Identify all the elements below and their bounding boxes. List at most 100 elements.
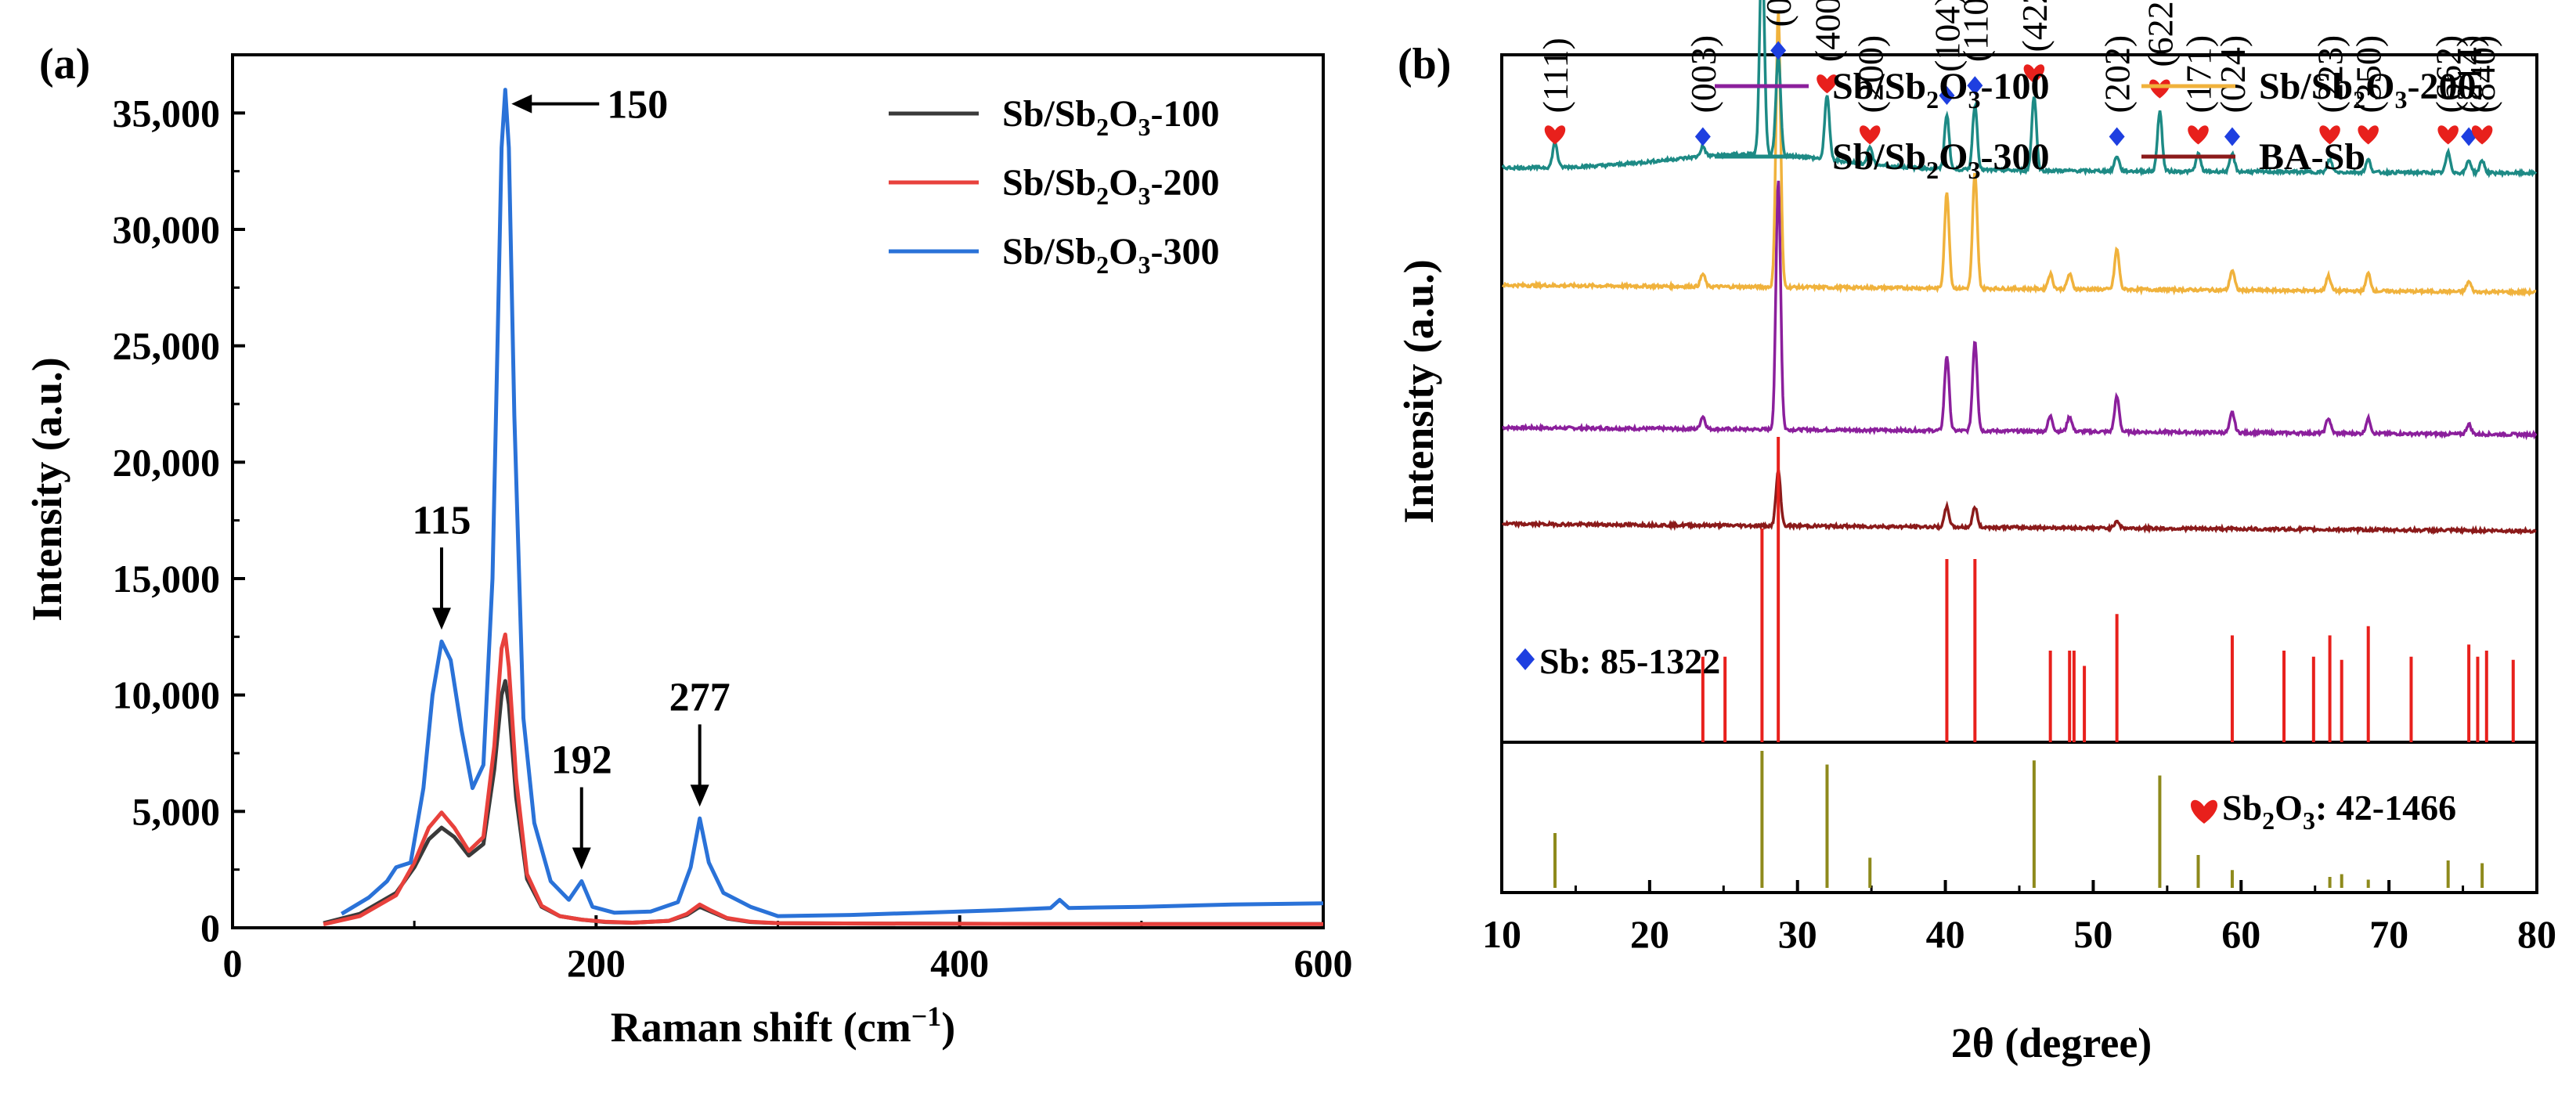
legend-label-part: Sb/Sb [1002,93,1096,135]
hkl-label: (111) [1535,38,1575,113]
hkl-diamond-icon [2109,127,2125,146]
annotation-arrowhead [572,847,591,870]
xrd-series-line [1501,0,2538,179]
legend-label-part: -200 [2407,66,2476,107]
x-tick-label: 60 [2221,912,2260,956]
hkl-label: (202) [2098,35,2138,114]
legend-label-part: 2 [1926,156,1939,184]
x-tick-label: 0 [223,941,243,985]
legend-label-part: Sb/Sb [1002,231,1096,272]
panel-b-y-axis-title: Intensity (a.u.) [1395,259,1442,524]
hkl-label: (003) [1683,35,1723,114]
y-tick-label: 15,000 [113,557,221,601]
hkl-heart-icon [2188,125,2209,145]
hkl-diamond-icon [2224,127,2240,146]
legend-label-part: 2 [1096,182,1109,210]
hkl-label: (024) [2213,35,2253,114]
peak-annotation: 150 [607,83,668,128]
hkl-label: (104) [1927,0,1967,72]
hkl-label: (214) [2449,35,2489,114]
x-tick-label: 70 [2369,912,2408,956]
panel-b-frame [1500,53,2538,894]
legend-label-part: O [1109,162,1138,204]
legend-label-part: -300 [1980,136,2049,178]
sb2o3-reference-label-part: 3 [2303,806,2315,835]
hkl-diamond-icon [1770,41,1787,60]
legend-label: BA-Sb [2259,136,2365,178]
peak-annotation: 277 [669,675,731,720]
x-tick-label: 10 [1482,912,1521,956]
panel-a-plot-area: 0 200 400 600 0 5,000 10,000 15,000 20,000 25,000… [113,53,1353,985]
legend-label-part: BA-Sb [2259,136,2365,178]
hkl-label: (200) [1850,35,1890,114]
x-tick-label: 200 [567,941,626,985]
hkl-diamond-icon [1939,86,1955,106]
hkl-heart-icon [1817,74,1838,94]
legend-label-part: -200 [1150,162,1219,204]
hkl-label: (012) [1759,0,1799,27]
sb2o3-reference-label-part: 2 [2262,806,2275,835]
legend-label: Sb/Sb2O3-100 [1832,66,2049,114]
y-tick-label: 10,000 [113,673,221,717]
y-tick-label: 5,000 [132,789,221,833]
x-tick-label: 80 [2517,912,2556,956]
panel-b-x-axis-title: 2θ (degree) [1951,1019,2152,1066]
peak-annotation: 192 [551,738,612,783]
hkl-label: (400) [1807,0,1847,62]
sb-reference-label: Sb: 85-1322 [1539,641,1720,681]
legend-label-part: 3 [1968,156,1980,184]
x-tick-label: 400 [930,941,989,985]
hkl-diamond-icon [1967,76,1983,96]
hkl-label: (622) [2140,0,2180,67]
hkl-label: (223) [2311,35,2351,114]
xrd-series-line [1501,11,2537,298]
series-line-100 [323,679,1323,926]
legend-label-part: O [2365,66,2394,107]
legend-label-part: 3 [1968,85,1980,114]
y-tick-label: 25,000 [113,324,221,368]
hkl-label: (350) [2349,35,2389,114]
legend-label: Sb/Sb2O3-200 [2259,66,2476,114]
panel-b-letter: (b) [1398,40,1451,88]
hkl-heart-icon [2358,125,2379,145]
annotation-arrowhead [511,94,532,114]
hkl-label: (171) [2179,35,2219,114]
legend-label-part: 3 [2394,85,2407,114]
panel-a-y-axis-title: Intensity (a.u.) [23,357,70,622]
hkl-heart-icon [2437,125,2459,145]
sb2o3-reference-label-part: : 42-1466 [2315,788,2456,828]
annotation-arrowhead [431,608,451,630]
x-tick-label: 30 [1778,912,1817,956]
legend-label: Sb/Sb2O3-100 [1002,93,1219,141]
legend-label-part: 2 [2353,85,2365,114]
legend-label: Sb/Sb2O3-300 [1832,136,2049,184]
sb2o3-reference-heart-icon [2190,799,2218,824]
legend-label-part: 3 [1138,251,1150,279]
x-tick-label: 20 [1630,912,1669,956]
hkl-label: (840) [2462,35,2502,114]
legend-label-part: Sb/Sb [2259,66,2353,107]
hkl-label: (422) [2015,0,2055,52]
sb2o3-reference-label-part: O [2275,788,2303,828]
xrd-series-line [1501,469,2537,536]
xrd-series-line [1502,180,2538,441]
hkl-diamond-icon [1694,127,1711,146]
series-line-300 [341,88,1324,918]
y-tick-label: 35,000 [113,91,221,135]
legend-label-part: -300 [1150,231,1219,272]
legend-label-part: O [1109,93,1138,135]
series-line-200 [323,632,1323,926]
annotation-arrowhead [690,785,709,807]
panel-a: (a) 0 200 400 600 0 5,000 10,000 15,000 20,000 25… [23,40,1353,1051]
legend-label-part: 3 [1138,113,1150,141]
legend-label-part: 3 [1138,182,1150,210]
hkl-heart-icon [2319,125,2340,145]
hkl-heart-icon [1860,125,1881,145]
legend-label-part: -100 [1980,66,2049,107]
hkl-label: (110) [1955,0,1995,62]
legend-label-part: Sb/Sb [1002,162,1096,204]
